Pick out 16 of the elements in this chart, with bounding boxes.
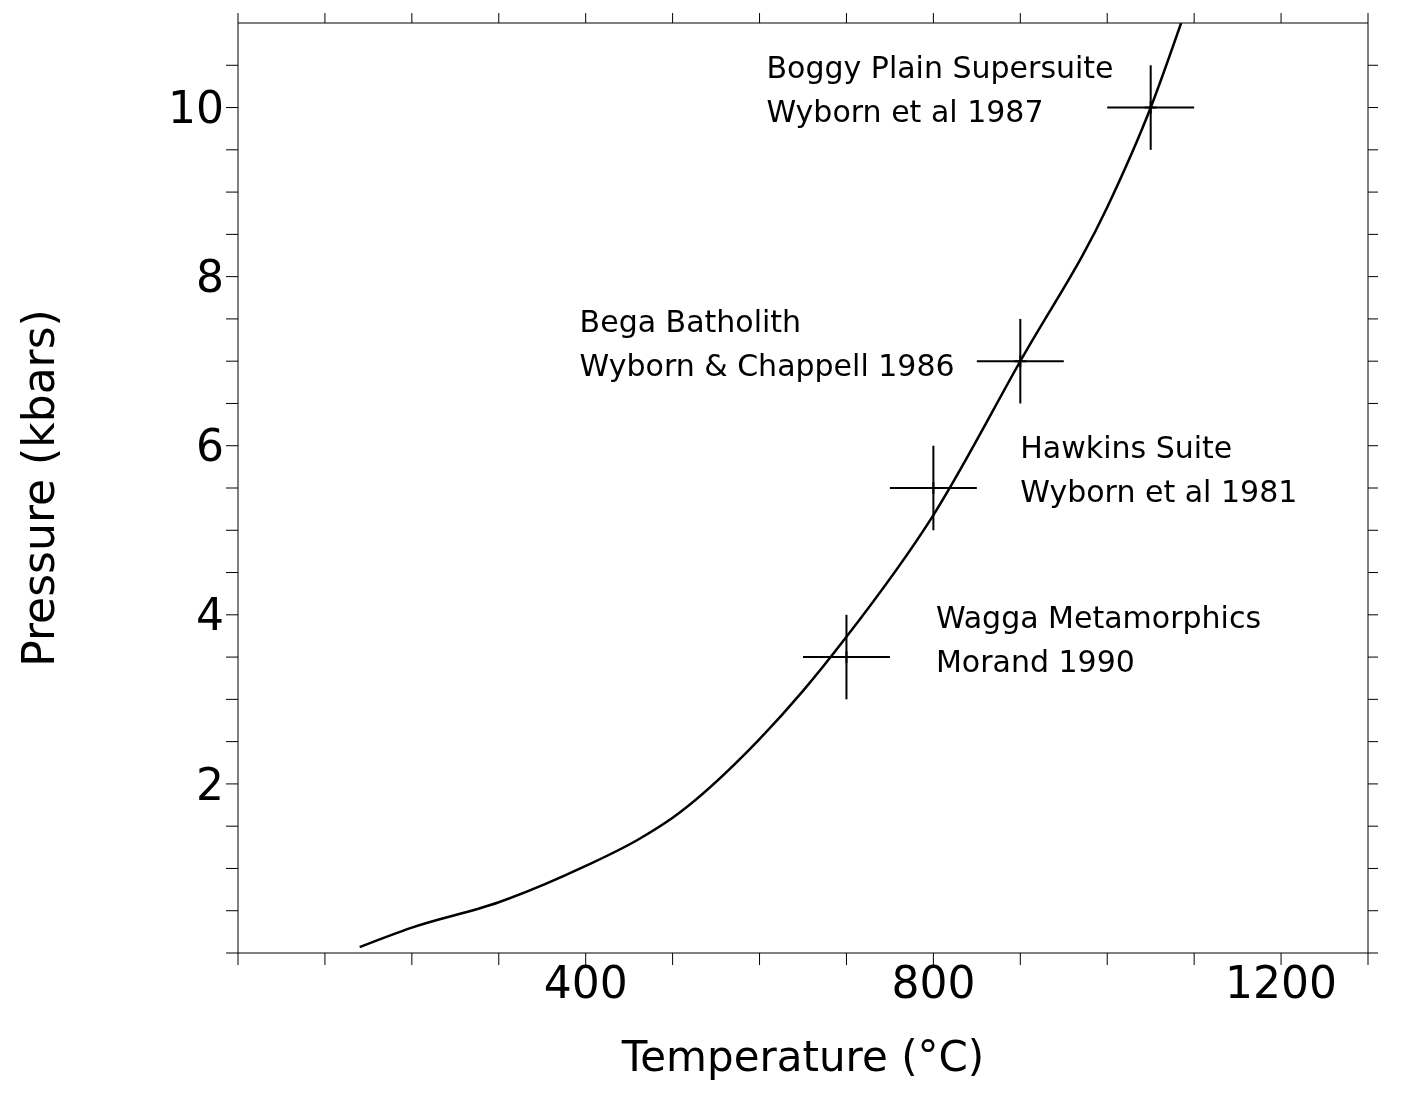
y-tick-label: 8: [196, 251, 224, 303]
y-axis-title: Pressure (kbars): [12, 309, 64, 667]
point: [1013, 354, 1028, 369]
x-tick-label: 800: [891, 957, 976, 1009]
x-axis-title: Temperature (°C): [620, 1032, 985, 1081]
x-tick-label: 400: [543, 957, 628, 1009]
annotation: Wagga Metamorphics Morand 1990: [935, 599, 1262, 679]
y-tick-label: 4: [196, 589, 224, 641]
y-tick-label: 10: [168, 82, 224, 134]
x-tick-label: 1200: [1225, 957, 1338, 1009]
point: [1143, 100, 1158, 115]
annotation: Boggy Plain Supersuite Wyborn et al 1987: [766, 49, 1114, 129]
y-tick-label: 6: [196, 420, 224, 472]
y-tick-label: 2: [196, 758, 224, 810]
annotation: Bega Batholith Wyborn & Chappell 1986: [579, 303, 955, 383]
annotation: Hawkins Suite Wyborn et al 1981: [1020, 430, 1298, 510]
